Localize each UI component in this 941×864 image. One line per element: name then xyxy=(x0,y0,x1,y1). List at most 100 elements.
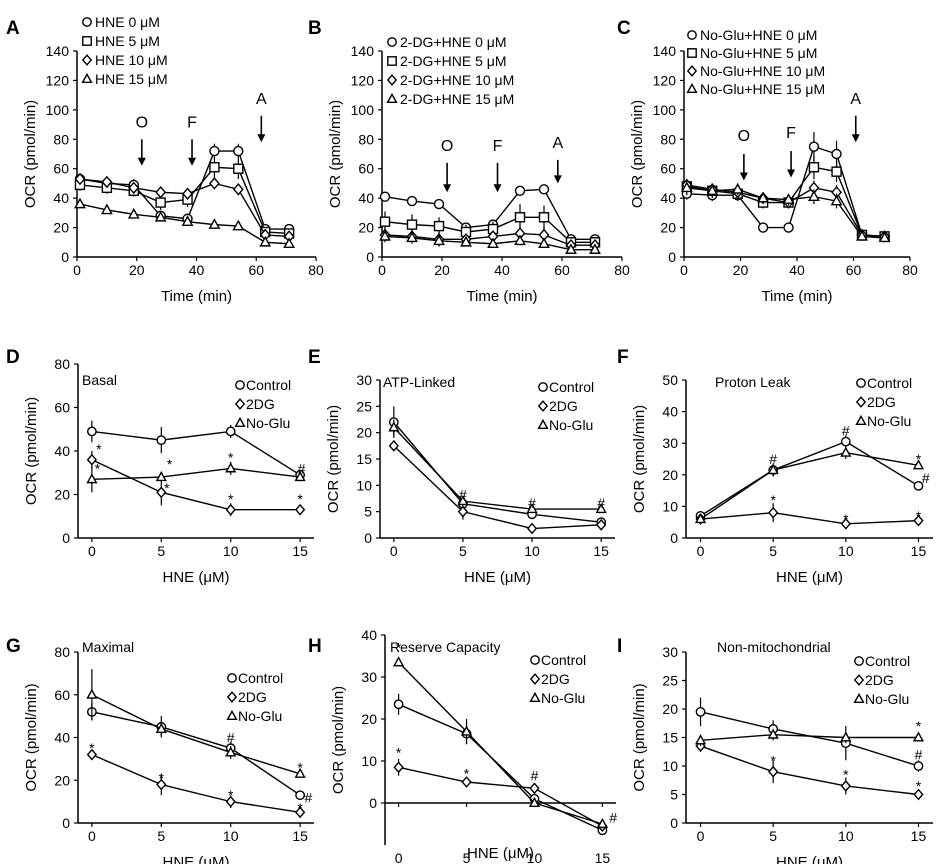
series-triangle xyxy=(680,180,891,243)
data-point xyxy=(808,162,820,173)
y-tick-label: 30 xyxy=(662,644,678,660)
y-tick-label: 20 xyxy=(53,220,69,236)
y-tick-label: 30 xyxy=(361,669,377,685)
series-triangle xyxy=(388,419,607,514)
panel-title: Basal xyxy=(82,372,117,388)
injection-label: O xyxy=(738,128,750,145)
y-tick-label: 0 xyxy=(364,530,372,546)
significance-mark: # xyxy=(305,789,313,805)
data-point xyxy=(595,502,607,514)
y-tick-label: 60 xyxy=(54,687,70,703)
arrow-head xyxy=(553,175,562,184)
data-point xyxy=(840,731,852,742)
significance-mark: * xyxy=(95,460,101,476)
legend: Control 2DG No-Glu xyxy=(226,670,283,724)
panel-letter: F xyxy=(617,347,629,368)
data-point xyxy=(406,219,418,230)
y-tick-label: 25 xyxy=(662,673,678,689)
legend-marker xyxy=(529,673,541,685)
data-point xyxy=(526,522,538,535)
y-tick-label: 10 xyxy=(662,758,678,774)
y-tick-label: 50 xyxy=(662,372,678,388)
data-point xyxy=(831,148,842,160)
series-diamond xyxy=(86,748,306,819)
panel-c: C 0 20 40 60 80 100 120 140 0 20 40 60 80 Time (min) OC… xyxy=(617,18,918,305)
significance-mark: * xyxy=(167,456,173,472)
series-line xyxy=(700,512,919,525)
x-tick-label: 15 xyxy=(292,828,308,844)
significance-mark: * xyxy=(396,640,402,656)
panel-f: F 0 10 20 30 40 50 0 5 10 15 HNE (μM) OCR (pmol/min)… xyxy=(617,347,933,586)
legend-marker xyxy=(686,65,698,77)
series-diamond xyxy=(74,172,295,243)
panel-title: Proton Leak xyxy=(715,374,791,390)
x-tick-label: 5 xyxy=(769,828,777,844)
y-tick-label: 120 xyxy=(653,72,677,88)
data-point xyxy=(156,435,167,446)
y-tick-label: 20 xyxy=(662,467,678,483)
data-point xyxy=(808,190,820,201)
x-axis-label: HNE (μM) xyxy=(776,569,843,586)
series-line xyxy=(398,766,603,827)
series-line xyxy=(91,467,301,480)
x-tick-label: 80 xyxy=(902,262,918,278)
y-tick-label: 0 xyxy=(668,249,676,265)
x-tick-label: 5 xyxy=(157,828,165,844)
data-point xyxy=(379,230,391,241)
y-tick-label: 140 xyxy=(46,43,70,59)
y-axis-label: OCR (pmol/min) xyxy=(327,100,344,208)
y-tick-label: 20 xyxy=(54,772,70,788)
data-point xyxy=(388,439,399,452)
legend-label: 2DG xyxy=(865,672,894,688)
data-point xyxy=(294,503,306,516)
x-tick-label: 15 xyxy=(595,850,611,864)
y-tick-label: 5 xyxy=(670,787,678,803)
legend-marker xyxy=(530,655,540,665)
x-tick-label: 10 xyxy=(838,543,854,559)
y-tick-label: 100 xyxy=(653,102,677,118)
arrow-head xyxy=(257,134,266,143)
data-point xyxy=(840,446,852,457)
data-point xyxy=(912,731,925,742)
legend-label: 2DG xyxy=(246,396,275,412)
legend-marker xyxy=(387,56,397,66)
legend-marker xyxy=(234,416,246,428)
data-point xyxy=(913,480,924,491)
y-tick-label: 60 xyxy=(358,161,374,177)
x-tick-label: 10 xyxy=(527,850,543,864)
y-tick-label: 0 xyxy=(62,815,70,831)
series-line xyxy=(91,430,301,476)
data-point xyxy=(538,237,550,249)
significance-mark: # xyxy=(915,747,923,763)
panel-letter: I xyxy=(617,636,622,657)
significance-mark: * xyxy=(96,441,102,457)
legend-marker xyxy=(537,418,549,430)
legend-label: HNE 15 μM xyxy=(95,71,168,87)
data-point xyxy=(155,722,167,734)
series-line xyxy=(700,733,919,742)
x-tick-label: 5 xyxy=(463,850,471,864)
data-point xyxy=(768,506,779,519)
data-point xyxy=(86,748,98,761)
y-tick-label: 100 xyxy=(351,102,375,118)
arrow-head xyxy=(787,169,796,178)
y-tick-label: 25 xyxy=(356,398,372,414)
data-point xyxy=(259,235,272,247)
panel-title: Maximal xyxy=(82,639,134,655)
x-tick-label: 10 xyxy=(223,543,239,559)
data-point xyxy=(913,761,924,771)
y-tick-label: 20 xyxy=(361,711,377,727)
x-tick-label: 0 xyxy=(390,543,398,559)
significance-mark: # xyxy=(842,423,850,439)
data-point xyxy=(783,222,794,233)
legend: HNE 0 μM HNE 5 μM HNE 10 μM HNE 15 μM xyxy=(81,14,168,87)
y-tick-label: 0 xyxy=(369,795,377,811)
legend-label: No-Glu xyxy=(238,708,282,724)
injection-label: A xyxy=(850,91,861,108)
data-point xyxy=(460,725,473,736)
series-triangle xyxy=(86,461,306,493)
data-point xyxy=(209,162,220,173)
y-tick-label: 40 xyxy=(660,190,676,206)
y-tick-label: 0 xyxy=(670,530,678,546)
injection-label: F xyxy=(786,125,796,142)
